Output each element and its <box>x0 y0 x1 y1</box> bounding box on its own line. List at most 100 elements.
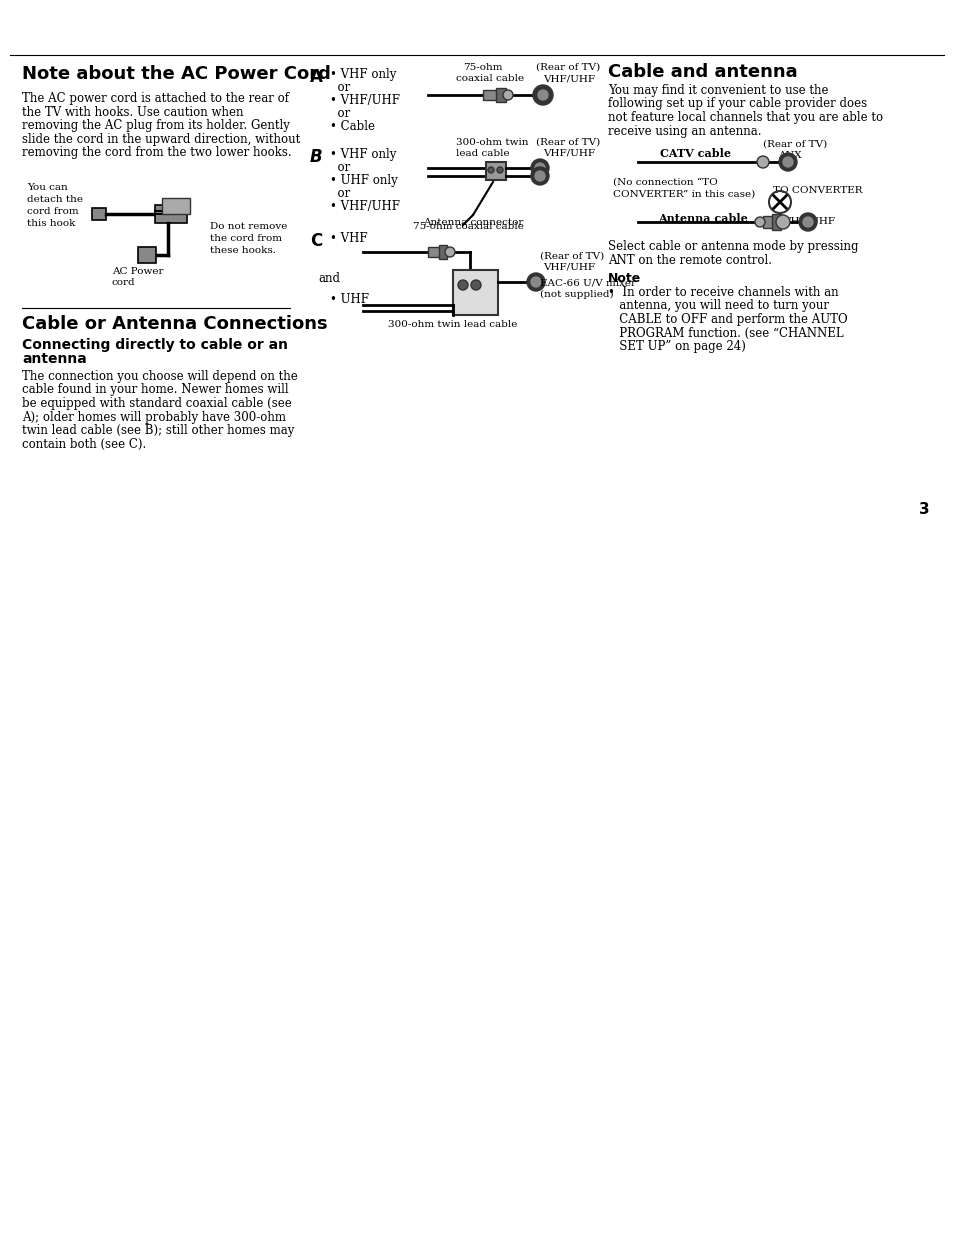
Text: AC Power: AC Power <box>112 268 163 276</box>
Circle shape <box>471 280 480 290</box>
Text: or: or <box>330 107 350 120</box>
Circle shape <box>802 217 812 227</box>
Text: (Rear of TV): (Rear of TV) <box>762 141 826 149</box>
Text: VHF/UHF: VHF/UHF <box>542 149 595 158</box>
Bar <box>91 208 106 219</box>
Text: TO CONVERTER: TO CONVERTER <box>772 186 862 195</box>
Text: antenna: antenna <box>22 351 87 366</box>
Text: VHF/UHF: VHF/UHF <box>782 216 834 224</box>
Text: lead cable: lead cable <box>456 149 509 158</box>
Text: these hooks.: these hooks. <box>210 247 275 255</box>
Circle shape <box>782 157 792 166</box>
Text: CABLE to OFF and perform the AUTO: CABLE to OFF and perform the AUTO <box>607 313 846 326</box>
Text: You may find it convenient to use the: You may find it convenient to use the <box>607 84 827 97</box>
Text: Select cable or antenna mode by pressing: Select cable or antenna mode by pressing <box>607 240 858 253</box>
Circle shape <box>526 272 544 291</box>
Text: or: or <box>330 81 350 94</box>
Text: antenna, you will need to turn your: antenna, you will need to turn your <box>607 300 828 312</box>
Text: removing the AC plug from its holder. Gently: removing the AC plug from its holder. Ge… <box>22 120 290 132</box>
Text: The AC power cord is attached to the rear of: The AC power cord is attached to the rea… <box>22 92 289 105</box>
Text: CATV cable: CATV cable <box>659 148 730 159</box>
Text: (Rear of TV): (Rear of TV) <box>536 138 599 147</box>
Text: AUX: AUX <box>778 150 801 160</box>
Text: • VHF only: • VHF only <box>330 148 395 162</box>
Bar <box>162 199 190 215</box>
Circle shape <box>754 217 764 227</box>
Circle shape <box>779 153 796 171</box>
Text: CONVERTER” in this case): CONVERTER” in this case) <box>613 190 755 199</box>
Text: The connection you choose will depend on the: The connection you choose will depend on… <box>22 370 297 383</box>
Bar <box>762 216 774 228</box>
Text: 300-ohm twin lead cable: 300-ohm twin lead cable <box>388 321 517 329</box>
Text: or: or <box>330 162 350 174</box>
Bar <box>485 162 505 180</box>
Text: Antenna cable: Antenna cable <box>658 213 747 224</box>
Text: • UHF: • UHF <box>330 293 369 306</box>
Text: slide the cord in the upward direction, without: slide the cord in the upward direction, … <box>22 132 300 145</box>
Text: Note: Note <box>607 272 640 285</box>
Text: this hook: this hook <box>27 219 75 228</box>
Text: EAC-66 U/V mixer: EAC-66 U/V mixer <box>539 277 636 287</box>
Text: and: and <box>317 272 339 285</box>
Text: • VHF/UHF: • VHF/UHF <box>330 200 399 213</box>
Text: not feature local channels that you are able to: not feature local channels that you are … <box>607 111 882 125</box>
Circle shape <box>535 163 544 173</box>
Circle shape <box>757 157 768 168</box>
Bar <box>482 90 498 100</box>
Text: C: C <box>310 232 322 250</box>
Text: removing the cord from the two lower hooks.: removing the cord from the two lower hoo… <box>22 145 292 159</box>
Circle shape <box>531 166 548 185</box>
Text: Cable or Antenna Connections: Cable or Antenna Connections <box>22 314 327 333</box>
Circle shape <box>535 171 544 181</box>
Text: • VHF: • VHF <box>330 232 367 245</box>
Bar <box>154 205 187 223</box>
Text: (not supplied): (not supplied) <box>539 290 613 300</box>
Circle shape <box>799 213 816 231</box>
Text: VHF/UHF: VHF/UHF <box>542 74 595 83</box>
Text: coaxial cable: coaxial cable <box>456 74 523 83</box>
Text: cord from: cord from <box>27 207 78 216</box>
Text: be equipped with standard coaxial cable (see: be equipped with standard coaxial cable … <box>22 397 292 411</box>
Circle shape <box>775 215 789 229</box>
Text: receive using an antenna.: receive using an antenna. <box>607 125 760 138</box>
Text: contain both (see C).: contain both (see C). <box>22 438 146 450</box>
Text: the TV with hooks. Use caution when: the TV with hooks. Use caution when <box>22 106 243 118</box>
Text: Antenna connector: Antenna connector <box>422 218 523 227</box>
Text: 75-ohm: 75-ohm <box>462 63 502 72</box>
Circle shape <box>531 277 540 287</box>
Text: PROGRAM function. (see “CHANNEL: PROGRAM function. (see “CHANNEL <box>607 327 842 339</box>
Text: B: B <box>310 148 322 166</box>
Text: ANT on the remote control.: ANT on the remote control. <box>607 254 771 268</box>
Text: VHF/UHF: VHF/UHF <box>542 263 595 272</box>
Text: (Rear of TV): (Rear of TV) <box>536 63 599 72</box>
Text: following set up if your cable provider does: following set up if your cable provider … <box>607 97 866 111</box>
Text: 300-ohm twin: 300-ohm twin <box>456 138 528 147</box>
Text: or: or <box>330 187 350 200</box>
Bar <box>438 245 447 259</box>
Bar <box>496 88 505 102</box>
Circle shape <box>537 90 547 100</box>
Text: Cable and antenna: Cable and antenna <box>607 63 797 81</box>
Text: (Rear of TV): (Rear of TV) <box>539 252 603 261</box>
Circle shape <box>444 247 455 256</box>
Text: A); older homes will probably have 300-ohm: A); older homes will probably have 300-o… <box>22 411 286 423</box>
Text: Note about the AC Power Cord: Note about the AC Power Cord <box>22 65 331 83</box>
Circle shape <box>488 166 494 173</box>
Text: the cord from: the cord from <box>210 234 282 243</box>
Text: (No connection “TO: (No connection “TO <box>613 178 717 187</box>
Text: •  In order to receive channels with an: • In order to receive channels with an <box>607 286 838 298</box>
Circle shape <box>502 90 513 100</box>
Circle shape <box>531 159 548 178</box>
Circle shape <box>533 85 553 105</box>
Text: • Cable: • Cable <box>330 120 375 133</box>
Text: twin lead cable (see B); still other homes may: twin lead cable (see B); still other hom… <box>22 424 294 436</box>
Text: 75-ohm coaxial cable: 75-ohm coaxial cable <box>413 222 523 231</box>
Circle shape <box>457 280 468 290</box>
Text: • UHF only: • UHF only <box>330 174 397 187</box>
Text: SET UP” on page 24): SET UP” on page 24) <box>607 340 745 353</box>
Text: • VHF/UHF: • VHF/UHF <box>330 94 399 107</box>
Text: Do not remove: Do not remove <box>210 222 287 231</box>
Text: detach the: detach the <box>27 195 83 203</box>
Text: A: A <box>310 68 322 86</box>
Text: cable found in your home. Newer homes will: cable found in your home. Newer homes wi… <box>22 383 289 397</box>
